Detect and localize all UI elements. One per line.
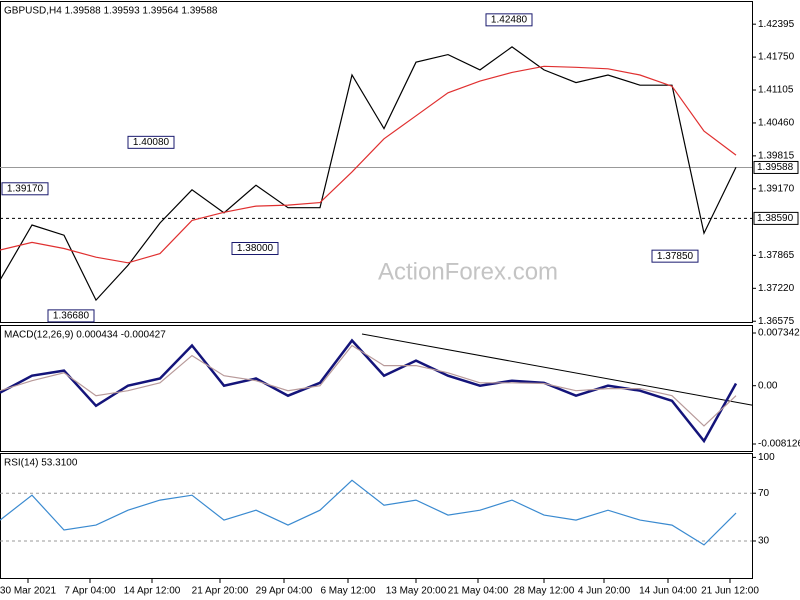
series-line bbox=[0, 46, 737, 302]
x-tick-label: 21 Jun 12:00 bbox=[701, 586, 759, 597]
series-line bbox=[0, 65, 737, 264]
pane-frame bbox=[0, 453, 753, 579]
y-tick-label: 0.007342 bbox=[758, 328, 800, 339]
y-tick-label: 1.37865 bbox=[758, 250, 795, 261]
annotation-box bbox=[47, 309, 95, 323]
level-label-box bbox=[753, 211, 799, 225]
x-tick-label: 7 Apr 04:00 bbox=[64, 586, 116, 597]
x-tick-label: 14 Jun 04:00 bbox=[639, 586, 697, 597]
annotation-box bbox=[651, 249, 699, 263]
y-tick-label: 100 bbox=[758, 452, 775, 463]
watermark: ActionForex.com bbox=[378, 258, 558, 285]
series-line bbox=[0, 338, 738, 444]
annotation-label: 1.38000 bbox=[237, 243, 274, 254]
pane-title: MACD(12,26,9) 0.000434 -0.000427 bbox=[4, 330, 166, 341]
y-tick-label: -0.008126 bbox=[758, 439, 800, 450]
level-label-box bbox=[753, 160, 799, 174]
pane-title: GBPUSD,H4 1.39588 1.39593 1.39564 1.3958… bbox=[4, 6, 218, 17]
x-tick-label: 14 Apr 12:00 bbox=[124, 586, 181, 597]
y-tick-label: 1.41750 bbox=[758, 52, 795, 63]
y-tick-label: 0.00 bbox=[758, 380, 778, 391]
y-tick-label: 1.42395 bbox=[758, 19, 795, 30]
annotation-label: 1.36680 bbox=[53, 311, 90, 322]
level-label: 1.38590 bbox=[757, 213, 794, 224]
y-tick-label: 1.37220 bbox=[758, 283, 795, 294]
x-tick-label: 30 Mar 2021 bbox=[0, 586, 57, 597]
annotation-label: 1.40080 bbox=[133, 137, 170, 148]
x-tick-label: 13 May 20:00 bbox=[386, 586, 447, 597]
trendline bbox=[361, 333, 753, 406]
y-tick-label: 1.40460 bbox=[758, 118, 795, 129]
x-tick-label: 29 Apr 04:00 bbox=[256, 586, 313, 597]
pane-frame bbox=[0, 1, 753, 323]
y-tick-label: 30 bbox=[758, 536, 770, 547]
annotation-label: 1.39170 bbox=[7, 183, 44, 194]
pane-frame bbox=[0, 325, 753, 452]
pane-title: RSI(14) 53.3100 bbox=[4, 458, 78, 469]
annotation-box bbox=[1, 182, 49, 196]
annotation-box bbox=[127, 135, 175, 149]
level-label: 1.39588 bbox=[757, 162, 794, 173]
annotation-box bbox=[485, 13, 533, 27]
y-tick-label: 1.39815 bbox=[758, 151, 795, 162]
y-tick-label: 70 bbox=[758, 488, 770, 499]
annotation-label: 1.42480 bbox=[491, 14, 528, 25]
y-tick-label: 1.36575 bbox=[758, 316, 795, 327]
x-tick-label: 4 Jun 20:00 bbox=[578, 586, 631, 597]
y-tick-label: 1.41105 bbox=[758, 85, 794, 96]
series-line bbox=[0, 344, 737, 427]
annotation-box bbox=[231, 242, 279, 256]
annotation-label: 1.37850 bbox=[657, 251, 694, 262]
x-tick-label: 21 May 04:00 bbox=[448, 586, 509, 597]
x-tick-label: 21 Apr 20:00 bbox=[192, 586, 249, 597]
x-tick-label: 6 May 12:00 bbox=[320, 586, 375, 597]
y-tick-label: 1.39170 bbox=[758, 183, 795, 194]
series-line bbox=[0, 479, 737, 546]
x-tick-label: 28 May 12:00 bbox=[514, 586, 575, 597]
